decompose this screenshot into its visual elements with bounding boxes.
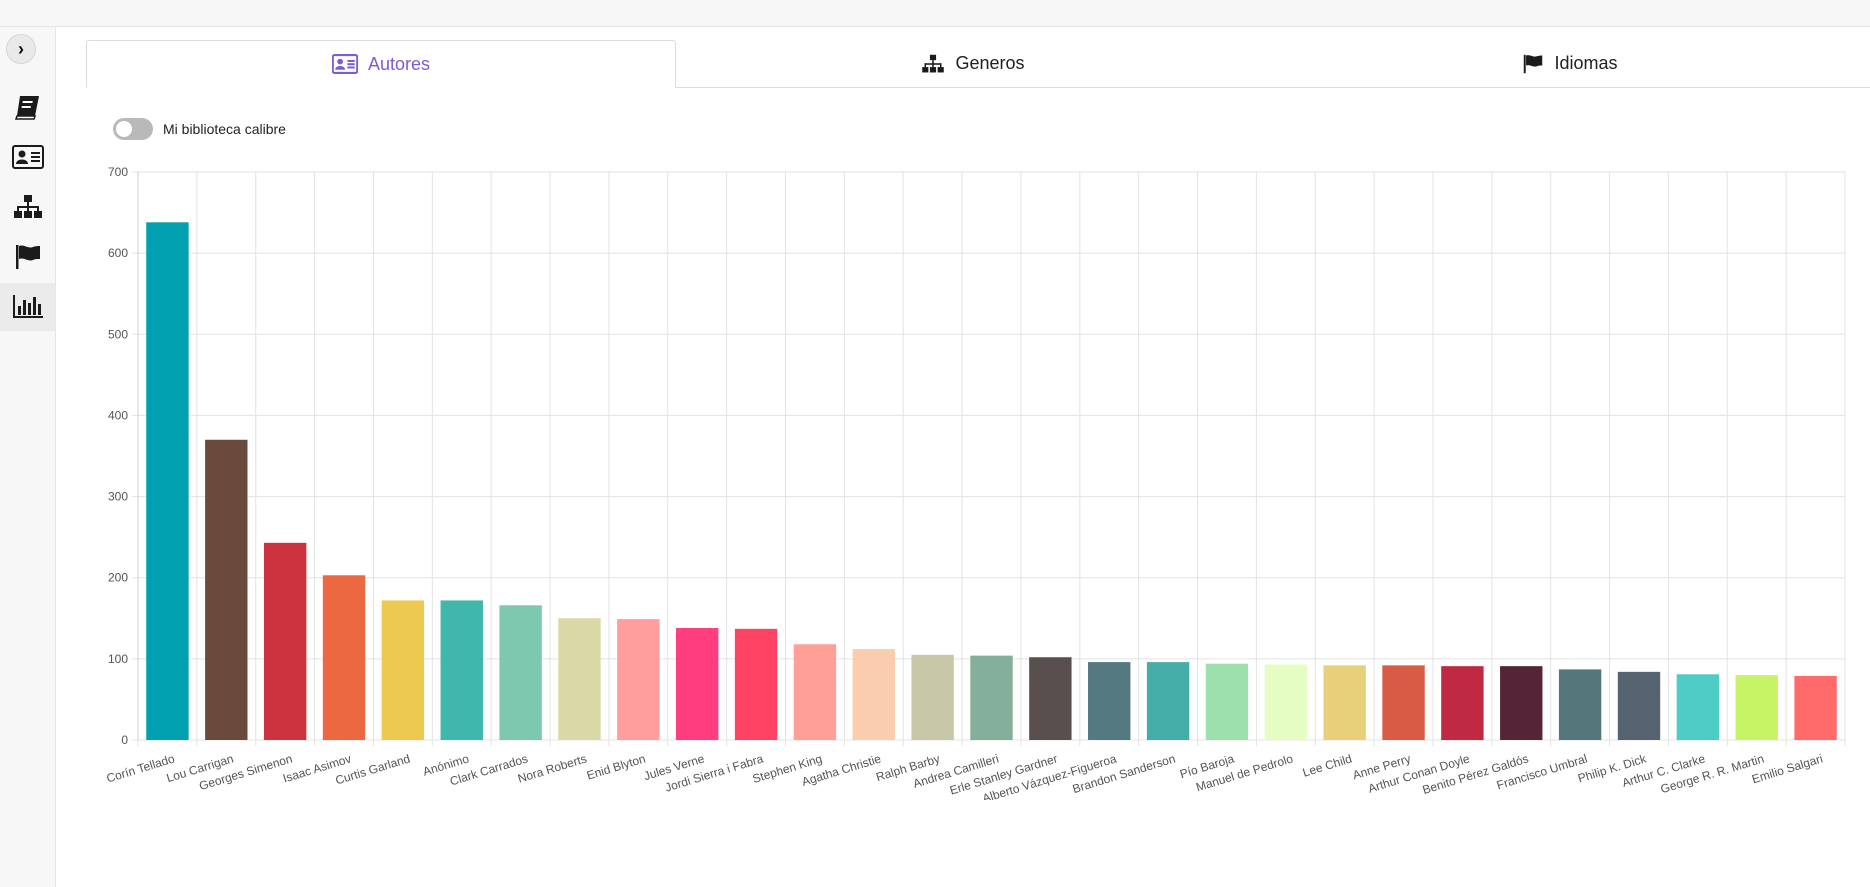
calibre-library-label: Mi biblioteca calibre <box>163 121 286 137</box>
bar <box>440 600 483 740</box>
bar <box>1500 666 1543 740</box>
calibre-library-toggle[interactable] <box>113 118 153 140</box>
bar <box>1264 664 1308 740</box>
sidebar-item-languages[interactable] <box>0 233 55 281</box>
address-card-icon <box>331 54 358 74</box>
x-tick-label: Corín Tellado <box>105 751 177 785</box>
tab-label: Generos <box>955 53 1025 73</box>
chevron-right-icon: › <box>18 38 24 59</box>
tab-autores[interactable]: Autores <box>86 40 676 88</box>
y-tick-label: 700 <box>108 165 128 179</box>
y-tick-label: 300 <box>108 490 128 504</box>
bar <box>1146 662 1190 740</box>
flag-icon <box>1524 54 1543 73</box>
bar <box>205 439 248 740</box>
flag-icon <box>15 245 40 269</box>
bar <box>1029 657 1072 740</box>
bar <box>499 605 542 740</box>
sidebar: › <box>0 27 56 887</box>
y-tick-label: 100 <box>108 652 128 666</box>
bar-chart-icon <box>12 295 43 318</box>
toggle-knob <box>116 121 132 137</box>
bar <box>381 600 425 740</box>
bar <box>852 649 895 740</box>
bar <box>1323 665 1366 740</box>
bar <box>146 222 189 740</box>
address-card-icon <box>11 145 44 169</box>
bar <box>793 644 837 740</box>
bar <box>1558 669 1602 740</box>
bar <box>1088 662 1131 740</box>
x-tick-label: Lee Child <box>1301 751 1354 779</box>
y-tick-label: 600 <box>108 246 128 260</box>
bar <box>558 618 601 740</box>
bar <box>322 575 366 740</box>
top-bar <box>0 0 1870 27</box>
bar <box>1735 675 1778 740</box>
sidebar-item-authors[interactable] <box>0 133 55 181</box>
tab-idiomas[interactable]: Idiomas <box>1270 40 1870 87</box>
book-icon <box>14 96 39 120</box>
bar <box>1617 671 1661 740</box>
y-tick-label: 400 <box>108 408 128 422</box>
sidebar-item-genres[interactable] <box>0 183 55 231</box>
tab-label: Autores <box>367 53 431 74</box>
bar <box>263 542 307 740</box>
sitemap-icon <box>13 195 42 218</box>
bar <box>617 619 660 740</box>
sitemap-icon <box>922 54 945 72</box>
sidebar-item-books[interactable] <box>0 83 55 131</box>
x-tick-label: Enid Blyton <box>585 751 647 782</box>
bar <box>1794 675 1837 740</box>
bar <box>1382 665 1425 740</box>
y-tick-label: 200 <box>108 571 128 585</box>
tab-generos[interactable]: Generos <box>676 40 1270 87</box>
sidebar-toggle-button[interactable]: › <box>6 34 36 64</box>
y-tick-label: 500 <box>108 327 128 341</box>
bar <box>1441 666 1484 740</box>
bar <box>675 628 719 740</box>
bar <box>970 655 1013 740</box>
bar <box>1205 663 1249 740</box>
bar <box>734 628 778 740</box>
calibre-switch-row: Mi biblioteca calibre <box>113 118 286 140</box>
y-tick-label: 0 <box>121 733 128 747</box>
tab-label: Idiomas <box>1554 53 1618 73</box>
bar <box>1676 674 1720 740</box>
tab-bar: Autores Generos Idiomas <box>86 40 1870 88</box>
bar <box>911 654 954 740</box>
sidebar-item-stats[interactable] <box>0 283 55 331</box>
